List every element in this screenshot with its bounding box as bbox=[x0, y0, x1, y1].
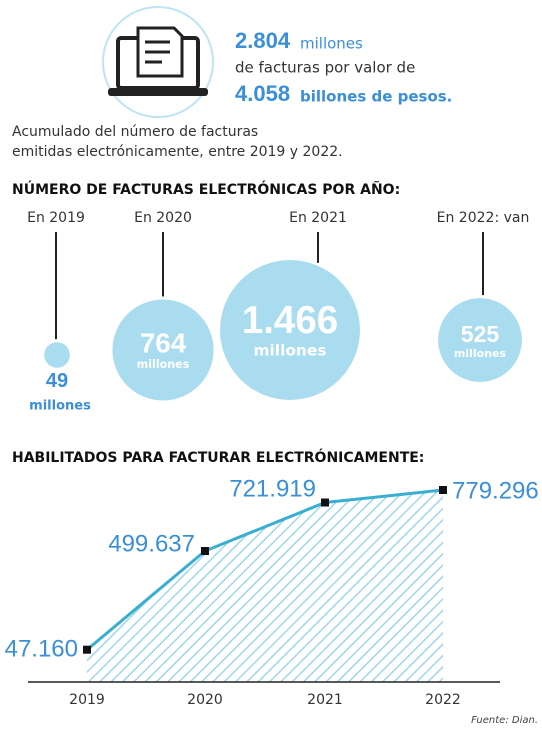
bubble bbox=[438, 298, 522, 382]
stat-text: de facturas por valor de bbox=[235, 59, 415, 77]
category-label: En 2021 bbox=[289, 210, 347, 226]
x-tick-label: 2021 bbox=[307, 692, 343, 708]
value-label: 499.637 bbox=[108, 530, 195, 557]
point bbox=[321, 498, 329, 507]
x-tick-label: 2022 bbox=[425, 692, 461, 708]
point bbox=[83, 645, 91, 654]
value-label: 47.160 bbox=[5, 635, 78, 662]
stat-value: 2.804 bbox=[235, 28, 291, 53]
caption: emitidas electrónicamente, entre 2019 y … bbox=[12, 144, 343, 160]
unit-label: millones bbox=[254, 342, 327, 360]
value-label: 764 bbox=[140, 327, 187, 358]
chart-title: NÚMERO DE FACTURAS ELECTRÓNICAS POR AÑO: bbox=[12, 180, 400, 198]
x-tick-label: 2019 bbox=[69, 692, 105, 708]
category-label: En 2019 bbox=[27, 210, 85, 226]
x-tick-label: 2020 bbox=[187, 692, 223, 708]
line bbox=[86, 488, 444, 651]
chart-title: HABILITADOS PARA FACTURAR ELECTRÓNICAMEN… bbox=[12, 448, 424, 466]
point bbox=[201, 547, 209, 556]
category-label: En 2020 bbox=[134, 210, 192, 226]
value-label: 525 bbox=[461, 321, 500, 347]
category-label: En 2022: van bbox=[437, 210, 530, 226]
unit-label: millones bbox=[137, 358, 190, 371]
unit-label: millones bbox=[454, 347, 507, 360]
value-label: 1.466 bbox=[242, 299, 338, 342]
stat-unit: millones bbox=[300, 35, 363, 53]
area bbox=[87, 490, 443, 682]
source: Fuente: Dian. bbox=[471, 715, 538, 726]
value-label: 779.296 bbox=[452, 477, 539, 504]
stat-value: 4.058 bbox=[235, 81, 290, 106]
caption: Acumulado del número de facturas bbox=[12, 124, 258, 140]
bubble bbox=[220, 260, 360, 400]
value-label: 721.919 bbox=[229, 475, 316, 502]
icon bbox=[102, 6, 214, 118]
unit-label: millones bbox=[29, 398, 91, 413]
point bbox=[439, 486, 447, 494]
bubble bbox=[112, 299, 214, 401]
stat-unit: billones de pesos. bbox=[300, 88, 452, 106]
bubble bbox=[44, 342, 70, 368]
value-label: 49 bbox=[46, 370, 68, 392]
